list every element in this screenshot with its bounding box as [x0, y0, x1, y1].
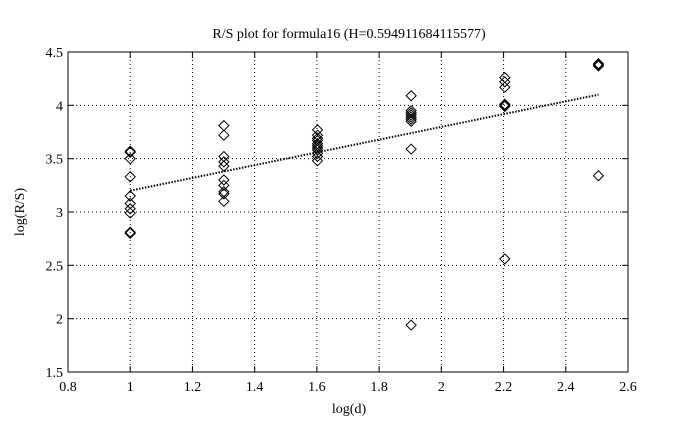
data-point: [218, 179, 230, 192]
x-tick-label: 0.8: [59, 380, 77, 395]
data-points-layer: [124, 58, 605, 331]
x-tick-label: 2.4: [557, 380, 575, 395]
y-tick-label: 2: [56, 313, 63, 328]
data-point: [311, 142, 324, 154]
x-tick-label: 1: [127, 380, 134, 395]
data-point: [124, 226, 136, 238]
data-point: [218, 160, 230, 172]
data-point: [405, 109, 417, 121]
fit-line: [130, 93, 599, 192]
x-tick-label: 1.8: [370, 380, 388, 395]
data-point: [218, 119, 230, 132]
data-point: [499, 100, 511, 113]
data-point: [499, 253, 511, 265]
data-point: [124, 207, 136, 219]
data-point: [405, 90, 417, 102]
data-point: [124, 145, 136, 157]
data-point: [499, 71, 511, 84]
x-tick-label: 2.6: [619, 380, 637, 395]
y-tick-label: 4: [56, 99, 63, 114]
data-point: [592, 170, 605, 182]
data-point: [124, 190, 136, 202]
data-point: [405, 107, 417, 119]
chart-title: R/S plot for formula16 (H=0.594911684115…: [212, 27, 486, 42]
data-point: [405, 319, 417, 331]
data-point: [124, 171, 136, 183]
data-point: [218, 195, 230, 208]
data-point: [499, 81, 511, 93]
data-point: [499, 99, 511, 112]
x-tick-label: 2: [438, 380, 445, 395]
data-point: [405, 111, 417, 123]
y-tick-label: 1.5: [46, 366, 64, 381]
data-point: [218, 188, 230, 200]
data-point: [405, 143, 417, 155]
y-tick-label: 4.5: [46, 46, 64, 61]
ticks-layer: [67, 51, 629, 373]
x-tick-label: 1.2: [184, 380, 202, 395]
data-point: [124, 146, 136, 158]
x-tick-labels: 0.8 1 1.2 1.4 1.6 1.8 2 2.2 2.4 2.6: [59, 380, 637, 395]
data-point: [499, 98, 511, 110]
data-point: [218, 129, 230, 141]
data-point: [592, 58, 605, 70]
data-point: [311, 155, 324, 167]
fit-line-layer: [130, 93, 599, 192]
data-point: [124, 227, 136, 240]
y-tick-label: 2.5: [46, 259, 64, 274]
data-point: [499, 76, 511, 88]
x-tick-label: 2.2: [495, 380, 513, 395]
grid-layer: [68, 52, 628, 372]
data-point: [592, 59, 605, 71]
y-tick-label: 3.5: [46, 153, 64, 168]
data-point: [311, 150, 324, 163]
data-point: [124, 203, 136, 215]
x-axis-label: log(d): [332, 402, 367, 417]
data-point: [592, 60, 605, 72]
y-axis-label: log(R/S): [13, 188, 28, 237]
x-tick-label: 1.6: [308, 380, 326, 395]
data-point: [405, 113, 417, 125]
y-tick-labels: 1.5 2 2.5 3 3.5 4 4.5: [46, 46, 64, 381]
data-point: [218, 156, 230, 168]
y-tick-label: 3: [56, 206, 63, 221]
data-point: [311, 147, 324, 160]
x-tick-label: 1.4: [246, 380, 264, 395]
data-point: [218, 174, 230, 186]
data-point: [124, 152, 136, 165]
data-point: [405, 115, 417, 128]
